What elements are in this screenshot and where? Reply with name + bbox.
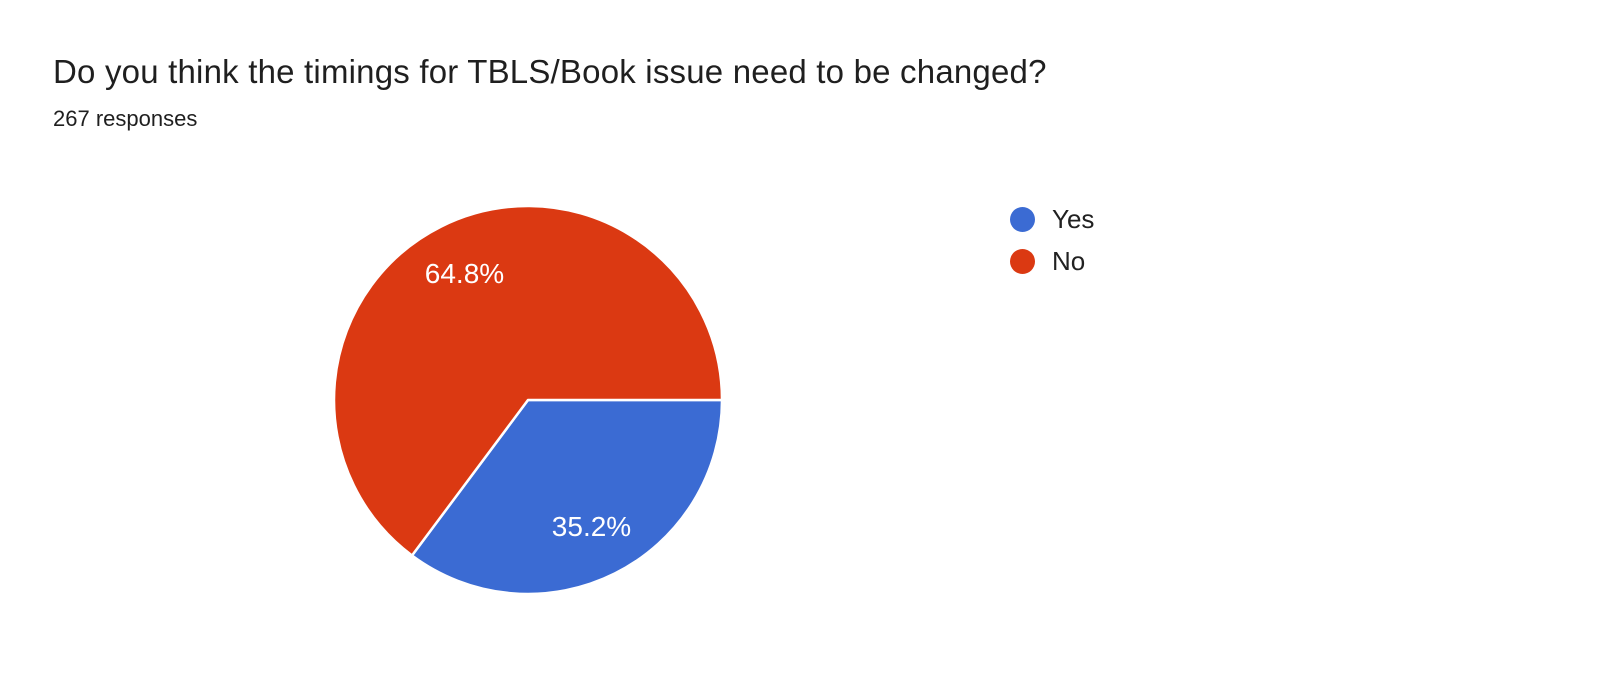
pie-slice-yes[interactable] <box>410 398 724 596</box>
chart-legend: Yes No <box>1010 198 1094 282</box>
legend-item-yes: Yes <box>1010 198 1094 240</box>
response-count: 267 responses <box>53 105 198 131</box>
legend-item-no: No <box>1010 240 1094 282</box>
question-title: Do you think the timings for TBLS/Book i… <box>53 53 1047 90</box>
pie-slice-no[interactable] <box>332 204 724 557</box>
chart-header: Do you think the timings for TBLS/Book i… <box>53 52 1047 132</box>
pie-slice-percentage-label: 64.8% <box>425 258 504 289</box>
legend-swatch-icon <box>1010 248 1035 274</box>
legend-label: No <box>1052 245 1086 276</box>
pie-slice-percentage-label: 35.2% <box>552 511 631 542</box>
legend-swatch-icon <box>1010 206 1035 232</box>
pie-chart[interactable]: 35.2% 64.8% <box>308 180 748 620</box>
legend-label: Yes <box>1052 203 1095 234</box>
